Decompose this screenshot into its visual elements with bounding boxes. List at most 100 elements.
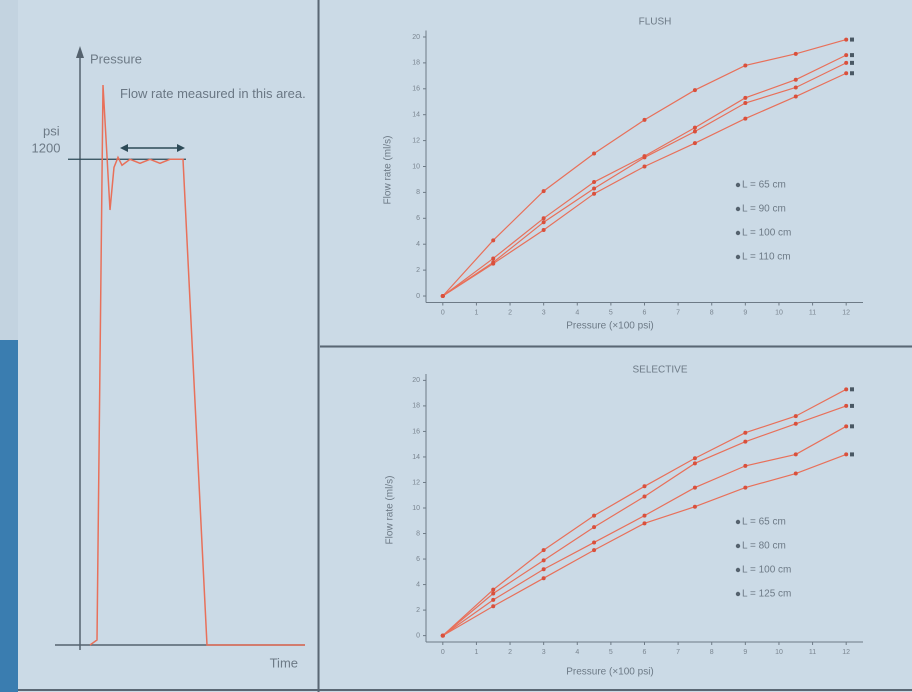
point: [692, 504, 697, 509]
point: [592, 186, 597, 191]
point: [692, 456, 697, 461]
legend-marker: [735, 230, 741, 236]
x-tick-label: 6: [643, 309, 647, 316]
x-tick-label: 10: [775, 309, 783, 316]
point: [793, 94, 798, 99]
point: [692, 141, 697, 146]
point: [491, 261, 496, 266]
point: [541, 216, 546, 221]
point: [793, 77, 798, 82]
x-tick-label: 1: [474, 309, 478, 316]
legend-marker: [735, 254, 741, 260]
point: [793, 51, 798, 56]
point: [743, 63, 748, 68]
point: [793, 85, 798, 90]
y-tick-label: 18: [412, 60, 420, 67]
y-tick-label: 0: [416, 632, 420, 639]
end-marker: [850, 452, 854, 457]
x-tick-label: 3: [542, 309, 546, 316]
point: [592, 548, 597, 553]
y-tick-label: 14: [412, 112, 420, 119]
y-tick-label: 12: [412, 479, 420, 486]
x-tick-label: 0: [441, 649, 445, 656]
point: [692, 485, 697, 490]
x-tick-label: 3: [542, 649, 546, 656]
y-tick-label: 6: [416, 556, 420, 563]
x-tick-label: 8: [710, 649, 714, 656]
x-tick-label: 9: [743, 649, 747, 656]
point: [440, 294, 445, 299]
y-tick-label: 2: [416, 607, 420, 614]
point: [541, 567, 546, 572]
flush-panel: [320, 0, 912, 345]
point: [692, 88, 697, 93]
point: [491, 256, 496, 261]
side-bar: [0, 340, 18, 692]
point: [541, 227, 546, 232]
x-tick-label: 2: [508, 649, 512, 656]
x-tick-label: 11: [809, 649, 816, 656]
x-axis-label: Pressure (×100 psi): [566, 321, 654, 332]
point: [844, 53, 849, 58]
y-tick-label: 16: [412, 428, 420, 435]
x-tick-label: 12: [842, 309, 850, 316]
point: [491, 591, 496, 596]
y-axis-label: Flow rate (ml/s): [383, 136, 394, 205]
point: [844, 452, 849, 457]
end-marker: [850, 53, 854, 58]
point: [844, 71, 849, 76]
point: [541, 189, 546, 194]
legend-label: L = 100 cm: [742, 565, 791, 576]
y-tick-label: 10: [412, 505, 420, 512]
x-tick-label: 4: [575, 309, 579, 316]
end-marker: [850, 387, 854, 392]
end-marker: [850, 403, 854, 408]
y-tick-label: 18: [412, 403, 420, 410]
y-tick-label: 1200: [32, 141, 61, 156]
y-tick-label: 16: [412, 86, 420, 93]
left-panel: [18, 0, 318, 692]
x-axis-label: Pressure (×100 psi): [566, 667, 654, 678]
point: [642, 164, 647, 169]
range-arrowheads: [120, 144, 185, 152]
point: [440, 633, 445, 638]
point: [844, 403, 849, 408]
x-tick-label: 6: [643, 649, 647, 656]
point: [642, 494, 647, 499]
point: [541, 576, 546, 581]
end-marker: [850, 71, 854, 76]
point: [642, 484, 647, 489]
point: [592, 525, 597, 530]
y-axis-label: Flow rate (ml/s): [385, 476, 396, 545]
x-tick-label: 9: [743, 309, 747, 316]
point: [743, 463, 748, 468]
point: [743, 485, 748, 490]
legend-label: L = 110 cm: [742, 252, 791, 263]
legend-label: L = 125 cm: [742, 589, 791, 600]
point: [491, 597, 496, 602]
point: [592, 540, 597, 545]
legend-marker: [735, 182, 741, 188]
y-tick-label: 8: [416, 530, 420, 537]
y-tick-label: 6: [416, 215, 420, 222]
x-tick-label: 4: [575, 649, 579, 656]
y-tick-label: 0: [416, 293, 420, 300]
x-tick-label: 7: [676, 309, 680, 316]
point: [642, 513, 647, 518]
annotation: Flow rate measured in this area.: [120, 86, 306, 101]
x-tick-label: 0: [441, 309, 445, 316]
point: [592, 180, 597, 185]
y-tick-label: 2: [416, 267, 420, 274]
point: [793, 452, 798, 457]
point: [743, 95, 748, 100]
chart-title: SELECTIVE: [632, 365, 687, 376]
point: [692, 461, 697, 466]
point: [642, 155, 647, 160]
legend-label: L = 65 cm: [742, 517, 786, 528]
legend-label: L = 90 cm: [742, 204, 786, 215]
legend-label: L = 65 cm: [742, 180, 786, 191]
point: [491, 604, 496, 609]
axis-arrow: [76, 46, 84, 58]
end-marker: [850, 37, 854, 42]
